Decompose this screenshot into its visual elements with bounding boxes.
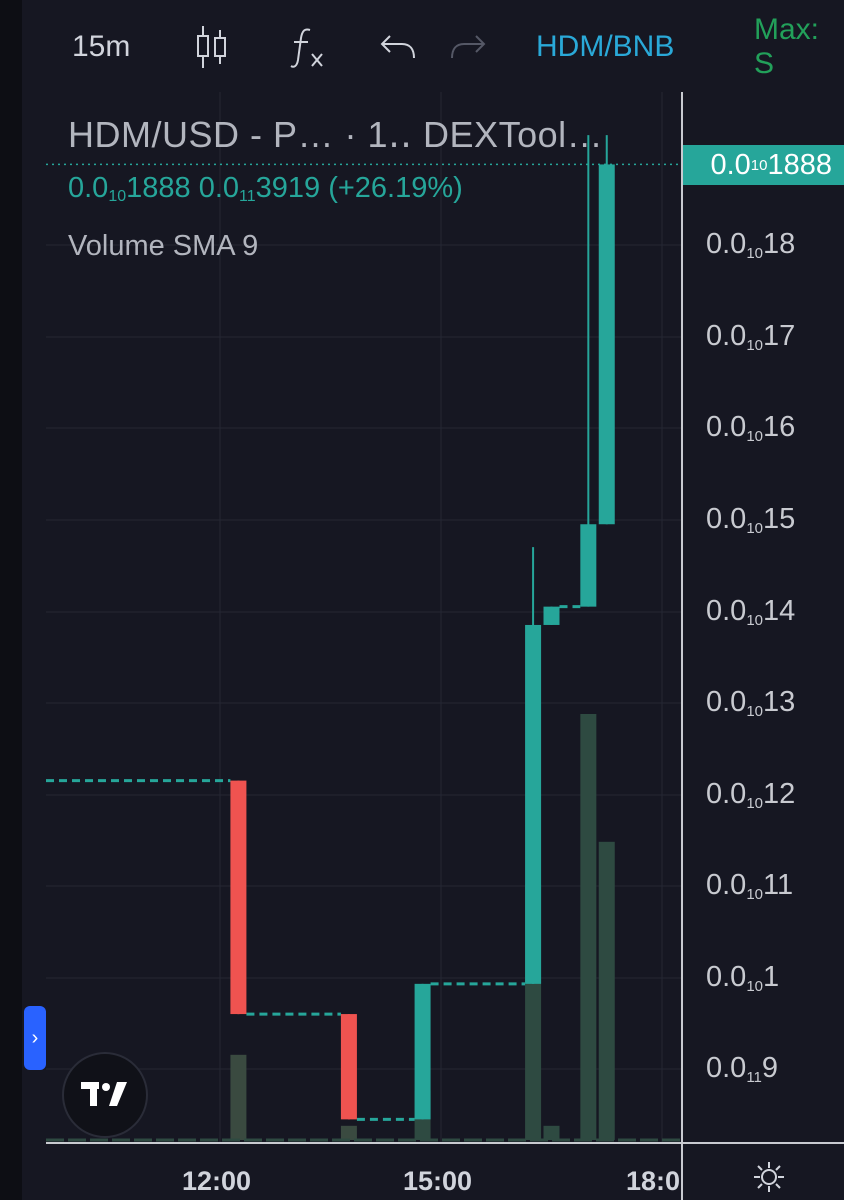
price-axis-label-prefix: 0.0: [706, 686, 747, 718]
time-label-18: 18:0: [626, 1166, 681, 1196]
price-axis-label-prefix: 0.0: [706, 595, 747, 627]
price-axis-label-rest: 14: [763, 595, 796, 627]
candles-chart-type-icon[interactable]: [194, 22, 230, 72]
price-axis-label-prefix: 0.0: [706, 1052, 747, 1084]
price-axis-label-prefix: 0.0: [706, 503, 747, 535]
left-edge-strip: [0, 0, 22, 1200]
price-axis-label-rest: 17: [763, 320, 796, 352]
price-axis-label: 0.01012: [706, 778, 795, 812]
legend-price-rest: 1888: [126, 172, 191, 204]
gear-icon[interactable]: [752, 1160, 786, 1199]
volume-bar: [340, 1125, 357, 1140]
expand-sidebar-button[interactable]: ›: [24, 1006, 46, 1070]
price-axis-label-sub: 10: [746, 978, 764, 995]
price-axis-label-rest: 11: [763, 869, 794, 901]
volume-bar: [598, 841, 615, 1140]
price-axis-divider: [681, 92, 683, 1200]
volume-bar: [230, 1054, 247, 1140]
volume-bar: [543, 1125, 560, 1140]
indicators-fx-icon[interactable]: [288, 22, 328, 72]
price-axis-label-prefix: 0.0: [706, 869, 747, 901]
price-axis-label-rest: 13: [763, 686, 796, 718]
interval-selector[interactable]: 15m: [72, 22, 130, 72]
price-axis-label: 0.01013: [706, 686, 795, 720]
price-axis[interactable]: [682, 92, 844, 1142]
current-price-label: 0.0 10 1888: [683, 145, 844, 185]
price-axis-label-prefix: 0.0: [706, 228, 747, 260]
price-chart[interactable]: [46, 92, 682, 1142]
legend-change-sub: 11: [239, 188, 256, 205]
price-axis-label-rest: 1: [763, 961, 780, 993]
price-axis-label: 0.01017: [706, 320, 795, 354]
current-price-sub: 10: [750, 156, 768, 174]
volume-indicator-label[interactable]: Volume SMA 9: [68, 230, 259, 262]
price-axis-label: 0.0119: [706, 1052, 778, 1086]
candle-body: [230, 780, 247, 1015]
candle-body: [340, 1014, 357, 1120]
max-label: Max: S: [754, 13, 820, 80]
time-axis-line-right: [682, 1142, 844, 1144]
current-price-prefix: 0.0: [710, 148, 751, 181]
price-axis-label-prefix: 0.0: [706, 320, 747, 352]
symbol-label: HDM/BNB: [536, 30, 675, 63]
price-axis-label: 0.01015: [706, 503, 795, 537]
candle-body: [543, 606, 560, 625]
price-axis-label-sub: 10: [746, 612, 764, 629]
price-axis-label: 0.01011: [706, 869, 793, 903]
legend-symbol-title[interactable]: HDM/USD - P… · 1‥ DEXTool…: [68, 114, 604, 155]
price-axis-label-sub: 10: [746, 703, 764, 720]
volume-bar: [580, 714, 597, 1140]
price-axis-label-sub: 10: [746, 428, 764, 445]
price-axis-label-sub: 11: [746, 1069, 762, 1086]
candle-body: [598, 164, 615, 525]
price-axis-label-rest: 18: [763, 228, 796, 260]
price-axis-label: 0.01014: [706, 595, 795, 629]
price-axis-label-prefix: 0.0: [706, 411, 747, 443]
legend-change-prefix: 0.0: [198, 172, 240, 204]
max-button[interactable]: Max: S: [754, 13, 844, 80]
time-label-12: 12:00: [182, 1166, 252, 1196]
price-axis-label-sub: 10: [746, 886, 764, 903]
price-axis-label: 0.01016: [706, 411, 795, 445]
legend-ohlc-values: 0.0101888 0.0113919 (+26.19%): [68, 172, 463, 206]
price-axis-label-rest: 9: [761, 1052, 779, 1084]
undo-icon[interactable]: [378, 22, 418, 72]
time-label-15: 15:00: [403, 1166, 473, 1196]
candle-body: [414, 983, 431, 1120]
symbol-selector[interactable]: HDM/BNB: [536, 22, 674, 72]
redo-icon[interactable]: [448, 22, 488, 72]
candle-body: [525, 624, 542, 984]
price-axis-label-rest: 15: [763, 503, 796, 535]
price-axis-label-sub: 10: [746, 337, 764, 354]
price-axis-label-prefix: 0.0: [706, 778, 747, 810]
interval-label: 15m: [72, 30, 131, 63]
candle-body: [580, 524, 597, 607]
legend-price-sub: 10: [108, 188, 127, 205]
price-axis-label: 0.01018: [706, 228, 795, 262]
time-axis-line: [46, 1142, 682, 1144]
legend-change-rest: 3919 (+26.19%): [255, 172, 463, 204]
price-axis-label-sub: 10: [746, 795, 764, 812]
price-axis-label-sub: 10: [746, 245, 764, 262]
tradingview-logo[interactable]: [62, 1052, 148, 1138]
price-axis-label-rest: 16: [763, 411, 796, 443]
price-axis-label-sub: 10: [746, 520, 764, 537]
current-price-rest: 1888: [767, 148, 832, 181]
price-axis-label-prefix: 0.0: [706, 961, 747, 993]
chart-toolbar: 15m HDM/BNB Max: S: [22, 0, 844, 92]
price-axis-label-rest: 12: [763, 778, 796, 810]
legend-price-prefix: 0.0: [68, 172, 109, 204]
price-axis-label: 0.0101: [706, 961, 779, 995]
